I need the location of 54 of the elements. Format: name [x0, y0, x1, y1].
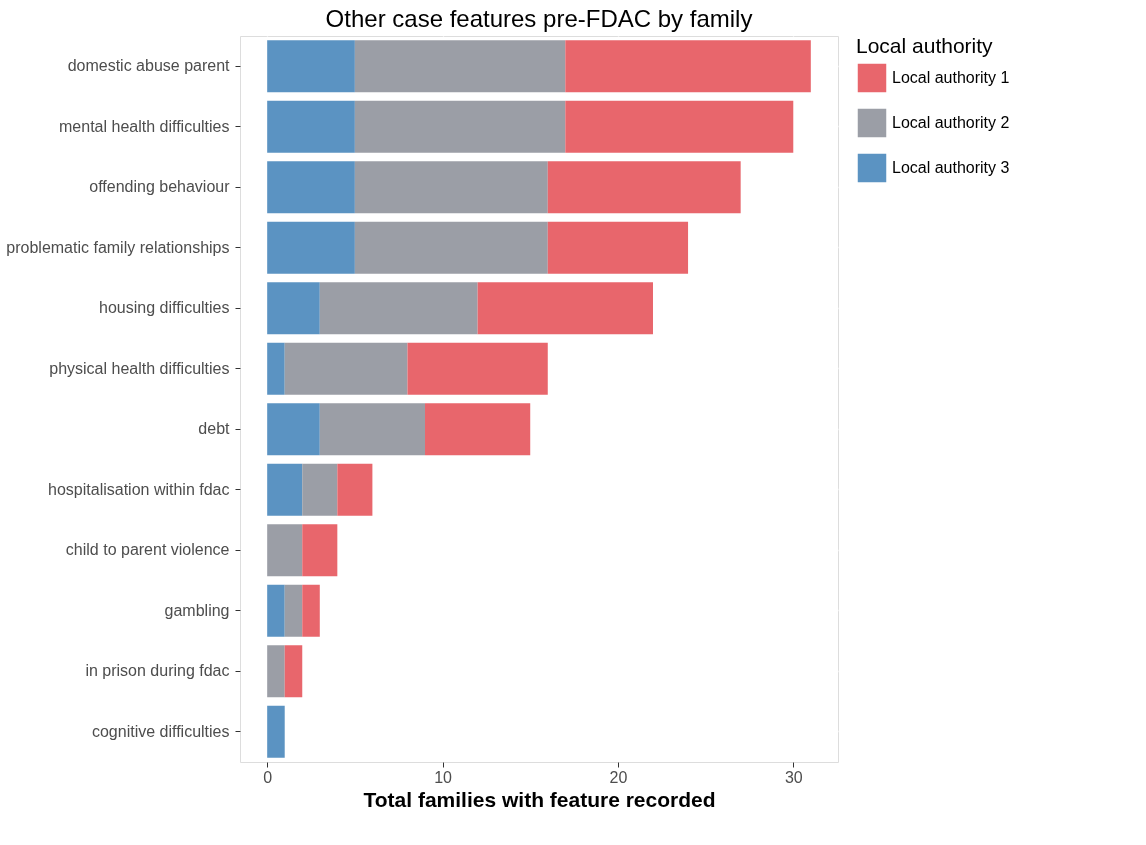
- bar: [354, 100, 566, 153]
- legend-label: Local authority 2: [892, 114, 1010, 131]
- y-tick-label: in prison during fdac: [85, 662, 230, 680]
- chart-title: Other case features pre-FDAC by family: [325, 5, 753, 32]
- y-tick-label: offending behaviour: [89, 178, 231, 196]
- bar: [302, 524, 338, 577]
- x-axis-title: Total families with feature recorded: [363, 787, 716, 811]
- bar: [354, 161, 548, 214]
- x-tick-label: 10: [434, 768, 453, 786]
- bar: [319, 403, 426, 456]
- bar: [319, 282, 478, 335]
- x-tick-label: 20: [609, 768, 628, 786]
- y-tick-label: mental health difficulties: [59, 117, 230, 135]
- bar: [267, 463, 303, 516]
- bar: [267, 342, 285, 395]
- bar: [547, 161, 741, 214]
- bar: [302, 584, 320, 637]
- y-tick-label: child to parent violence: [65, 541, 230, 559]
- bar: [425, 403, 531, 456]
- bar: [267, 100, 355, 153]
- bar: [547, 221, 689, 274]
- y-tick-label: physical health difficulties: [49, 359, 230, 377]
- legend-label: Local authority 3: [892, 159, 1010, 176]
- x-tick-label: 30: [784, 768, 803, 786]
- y-tick-label: debt: [198, 420, 231, 438]
- legend-label: Local authority 1: [892, 69, 1010, 86]
- bar: [267, 403, 320, 456]
- bar: [267, 221, 355, 274]
- bar: [284, 342, 408, 395]
- legend-title: Local authority: [856, 34, 994, 57]
- bar: [267, 705, 285, 758]
- y-tick-label: gambling: [164, 601, 230, 619]
- bar: [565, 100, 794, 153]
- bar: [267, 645, 285, 698]
- x-tick-label: 0: [263, 768, 273, 786]
- bar: [337, 463, 373, 516]
- bar: [267, 524, 303, 577]
- y-tick-label: housing difficulties: [99, 299, 230, 317]
- bar: [354, 40, 566, 93]
- bar: [302, 463, 338, 516]
- bar: [284, 584, 303, 637]
- y-tick-label: problematic family relationships: [6, 238, 230, 256]
- bar: [354, 221, 548, 274]
- bar: [477, 282, 653, 335]
- y-tick-label: cognitive difficulties: [91, 722, 230, 740]
- bar: [267, 584, 285, 637]
- bar: [267, 161, 355, 214]
- bar: [267, 40, 355, 93]
- bar: [565, 40, 811, 93]
- bar: [267, 282, 320, 335]
- bar: [284, 645, 303, 698]
- y-tick-label: hospitalisation within fdac: [48, 480, 230, 498]
- y-tick-label: domestic abuse parent: [67, 57, 231, 75]
- bar: [407, 342, 548, 395]
